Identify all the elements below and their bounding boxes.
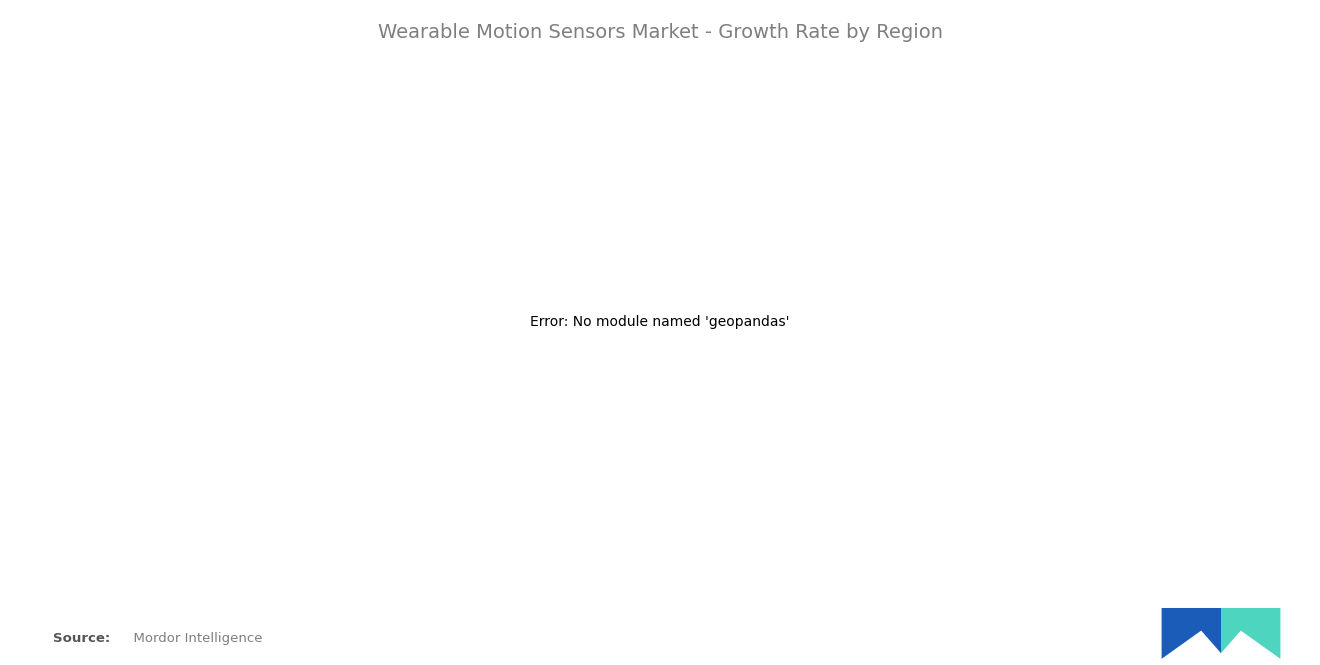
Text: Wearable Motion Sensors Market - Growth Rate by Region: Wearable Motion Sensors Market - Growth … — [378, 23, 942, 43]
Text: Mordor Intelligence: Mordor Intelligence — [125, 632, 263, 645]
Text: Error: No module named 'geopandas': Error: No module named 'geopandas' — [531, 315, 789, 329]
Polygon shape — [1162, 608, 1221, 659]
Polygon shape — [1221, 608, 1280, 659]
Text: Source:: Source: — [53, 632, 110, 645]
